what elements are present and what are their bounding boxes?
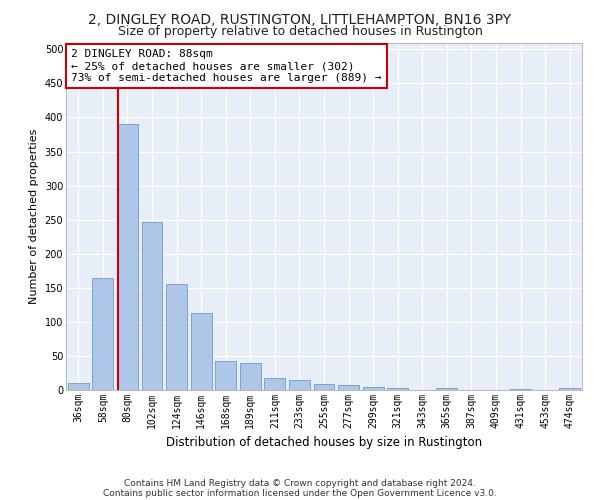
Bar [68,382,89,390]
Bar [314,384,334,390]
Bar [117,124,138,390]
Bar [142,222,163,390]
Bar [240,362,261,390]
Bar [166,284,187,390]
Bar [338,385,359,390]
X-axis label: Distribution of detached houses by size in Rustington: Distribution of detached houses by size … [166,436,482,450]
Text: Contains HM Land Registry data © Crown copyright and database right 2024.: Contains HM Land Registry data © Crown c… [124,478,476,488]
Bar [92,278,113,390]
Bar [387,388,408,390]
Y-axis label: Number of detached properties: Number of detached properties [29,128,39,304]
Text: 2, DINGLEY ROAD, RUSTINGTON, LITTLEHAMPTON, BN16 3PY: 2, DINGLEY ROAD, RUSTINGTON, LITTLEHAMPT… [88,12,512,26]
Bar [436,388,457,390]
Bar [510,388,531,390]
Bar [289,380,310,390]
Bar [215,362,236,390]
Bar [265,378,286,390]
Bar [559,388,580,390]
Text: 2 DINGLEY ROAD: 88sqm
← 25% of detached houses are smaller (302)
73% of semi-det: 2 DINGLEY ROAD: 88sqm ← 25% of detached … [71,50,382,82]
Bar [191,313,212,390]
Text: Contains public sector information licensed under the Open Government Licence v3: Contains public sector information licen… [103,488,497,498]
Bar [362,386,383,390]
Text: Size of property relative to detached houses in Rustington: Size of property relative to detached ho… [118,25,482,38]
